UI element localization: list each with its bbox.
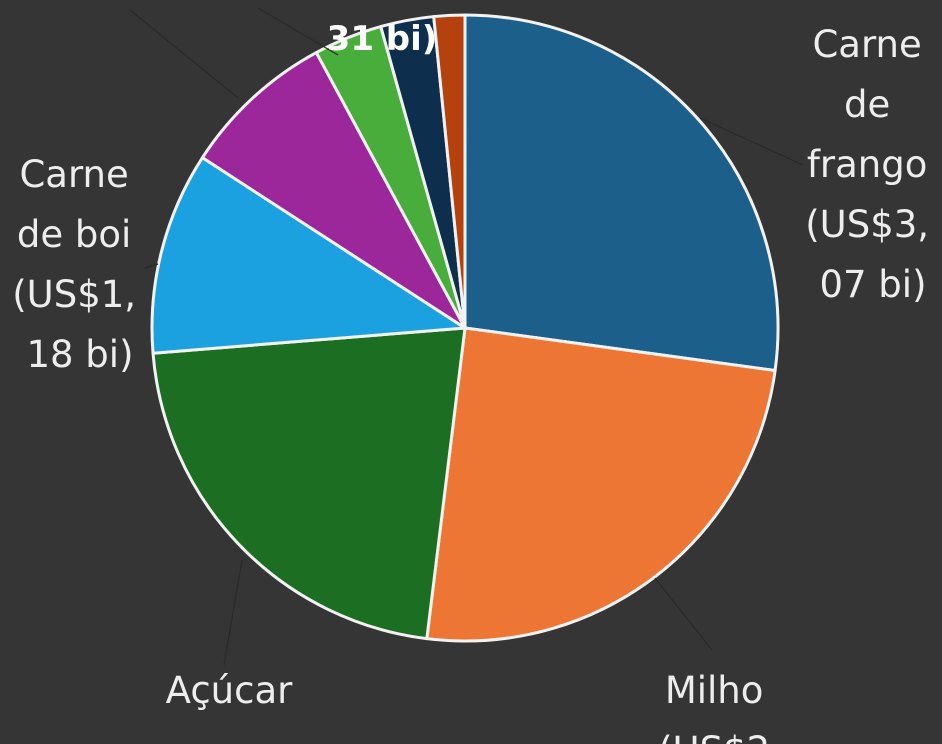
leader-line-milho — [654, 577, 713, 651]
leader-lines — [129, 7, 804, 666]
pie-slice-slice-8 — [432, 13, 467, 330]
label-line: Milho — [665, 669, 764, 712]
label-line: (US$3, — [805, 203, 929, 246]
label-line: Carne — [812, 23, 921, 66]
pie-slice-slice-5 — [200, 51, 467, 330]
label-acucar: Açúcar — [166, 669, 293, 712]
label-line: de boi — [17, 213, 131, 256]
label-line: Carne — [19, 153, 128, 196]
leader-line-acucar — [223, 559, 243, 666]
pie-slice-milho — [425, 326, 777, 643]
label-milho: Milho (US$2, — [658, 669, 782, 744]
label-carne-de-frango: Carne de frango (US$3, 07 bi) — [805, 23, 941, 306]
pie-slices — [150, 13, 780, 643]
label-line: (US$1, — [12, 273, 136, 316]
pie-slice-carne-de-frango — [463, 13, 780, 373]
label-line: de — [844, 83, 890, 126]
label-line: 18 bi) — [26, 333, 133, 376]
pie-slice-acucar — [151, 326, 467, 641]
label-line: frango — [807, 143, 928, 186]
leader-line-slice-6 — [257, 7, 339, 56]
leader-line-carne-de-boi — [144, 263, 159, 269]
leader-line-slice-5 — [129, 9, 239, 99]
label-top-small-slice: 31 bi) — [327, 19, 438, 59]
leader-line-carne-de-frango — [699, 117, 804, 166]
label-carne-de-boi: Carne de boi (US$1, 18 bi) — [12, 153, 148, 376]
label-line: (US$2, — [658, 729, 782, 744]
pie-slice-carne-de-boi — [150, 156, 467, 355]
label-line: 07 bi) — [819, 263, 926, 306]
